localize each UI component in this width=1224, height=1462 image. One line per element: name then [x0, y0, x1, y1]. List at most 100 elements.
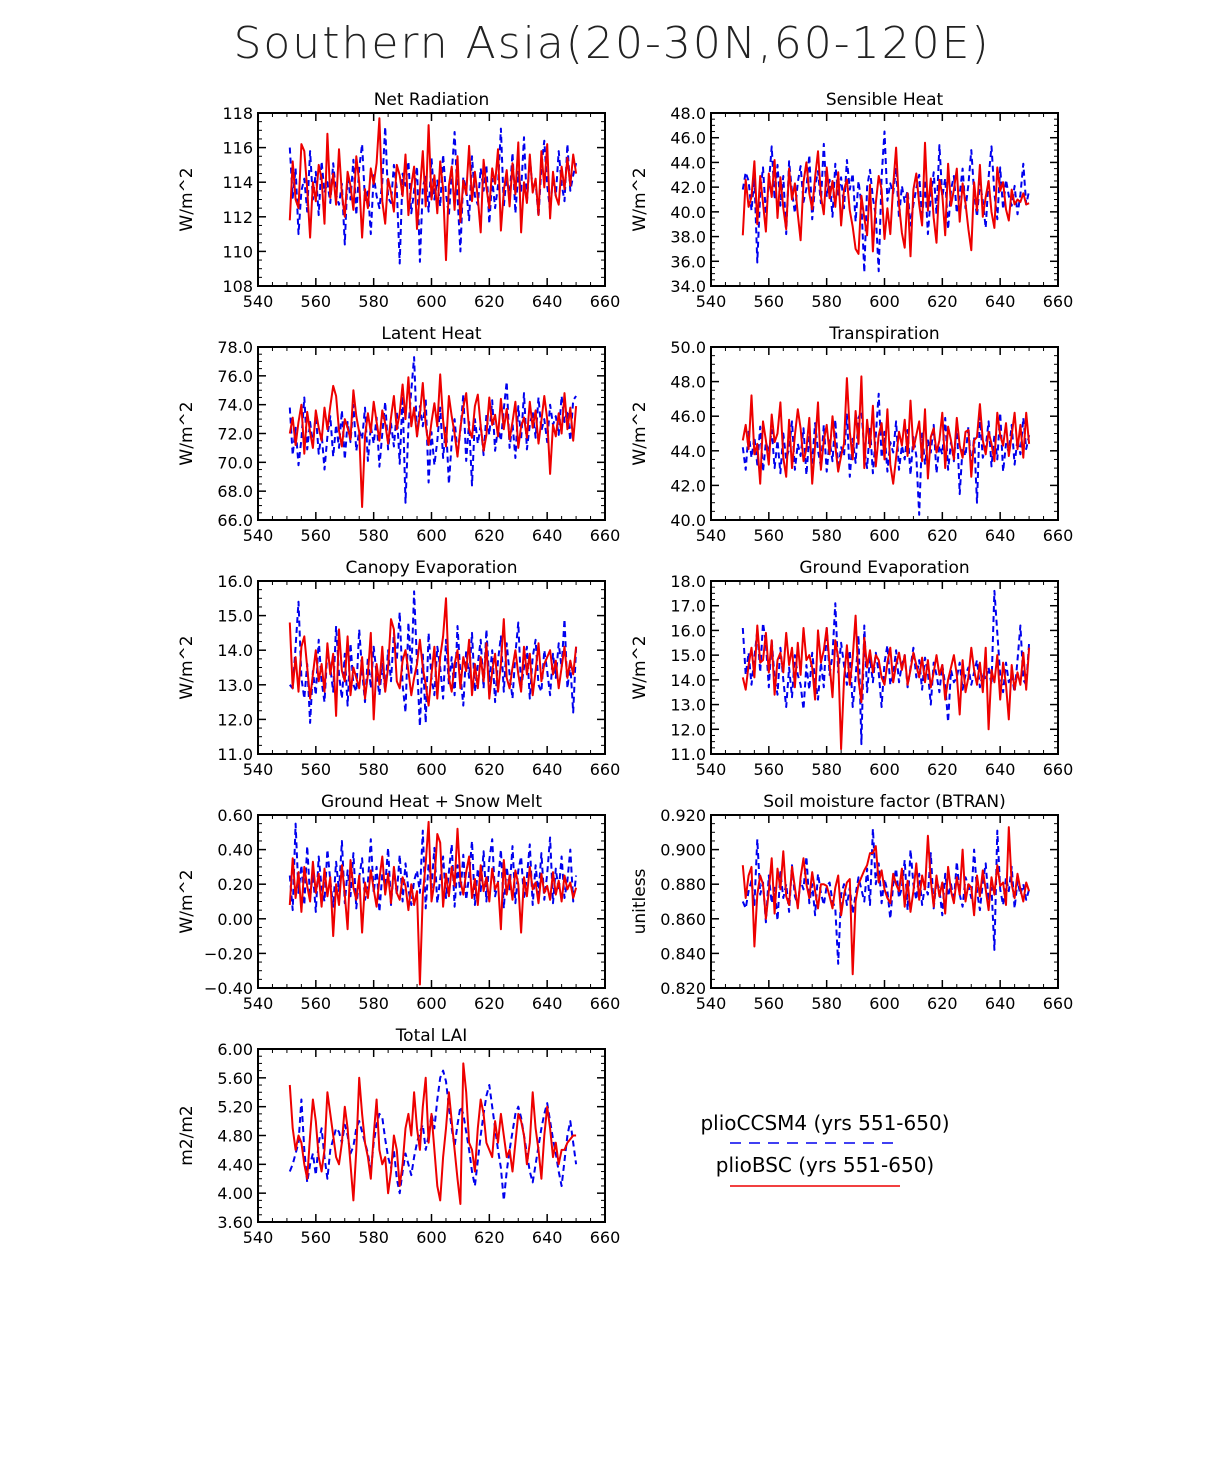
y-tick-label: 16.0: [217, 572, 253, 591]
y-axis-label: W/m^2: [177, 167, 197, 231]
panel-title: Ground Heat + Snow Melt: [321, 792, 542, 812]
x-tick-label: 560: [301, 1228, 332, 1247]
x-tick-label: 540: [696, 292, 727, 311]
y-tick-label: 108: [222, 277, 253, 296]
x-tick-label: 640: [532, 526, 563, 545]
x-tick-label: 540: [243, 760, 274, 779]
y-tick-label: 14.0: [670, 671, 706, 690]
x-tick-label: 600: [869, 526, 900, 545]
x-tick-label: 600: [416, 292, 447, 311]
y-tick-label: 0.60: [217, 806, 253, 825]
y-tick-label: 0.20: [217, 875, 253, 894]
y-tick-label: 36.0: [670, 252, 706, 271]
y-tick-label: 3.60: [217, 1213, 253, 1232]
series-line-bsc: [741, 614, 1031, 751]
y-tick-label: 12.0: [217, 710, 253, 729]
panel-title: Latent Heat: [381, 324, 482, 344]
y-tick-label: 5.20: [217, 1098, 253, 1117]
chart-panel: 540 560 580 600 620 640 660 0.820 0.840 0.860 0.88…: [630, 792, 1073, 1013]
x-tick-label: 640: [532, 1228, 563, 1247]
y-tick-label: 0.840: [660, 944, 706, 963]
x-tick-label: 560: [754, 760, 785, 779]
x-tick-label: 560: [301, 292, 332, 311]
x-tick-label: 620: [927, 760, 958, 779]
x-tick-label: 600: [869, 760, 900, 779]
x-tick-label: 580: [358, 994, 389, 1013]
y-tick-label: 48.0: [670, 104, 706, 123]
y-tick-label: 46.0: [670, 407, 706, 426]
y-tick-label: 12.0: [670, 720, 706, 739]
x-tick-label: 580: [358, 1228, 389, 1247]
x-tick-label: 580: [811, 292, 842, 311]
x-tick-label: 600: [416, 994, 447, 1013]
y-tick-label: 40.0: [670, 203, 706, 222]
y-tick-label: 13.0: [670, 696, 706, 715]
x-tick-label: 600: [869, 292, 900, 311]
y-tick-label: 14.0: [217, 641, 253, 660]
x-tick-label: 660: [590, 1228, 621, 1247]
y-tick-label: 4.40: [217, 1155, 253, 1174]
y-tick-label: 0.860: [660, 910, 706, 929]
legend-label-ccsm4: plioCCSM4 (yrs 551-650): [700, 1111, 949, 1135]
x-tick-label: 600: [416, 760, 447, 779]
panel-title: Net Radiation: [374, 90, 490, 110]
x-tick-label: 620: [474, 760, 505, 779]
y-tick-label: 15.0: [670, 646, 706, 665]
chart-panel: 540 560 580 600 620 640 660 40.0 42.0 44.0 46.0 48.…: [630, 324, 1073, 545]
y-axis-label: m2/m2: [177, 1105, 197, 1165]
series-line-bsc: [288, 117, 578, 262]
x-tick-label: 660: [1043, 994, 1074, 1013]
y-tick-label: 34.0: [670, 277, 706, 296]
y-tick-label: 0.880: [660, 875, 706, 894]
x-tick-label: 640: [532, 994, 563, 1013]
x-tick-label: 660: [590, 994, 621, 1013]
y-axis-label: W/m^2: [177, 869, 197, 933]
series-line-ccsm4: [288, 356, 577, 504]
x-tick-label: 620: [927, 994, 958, 1013]
x-tick-label: 640: [985, 994, 1016, 1013]
y-tick-label: 11.0: [217, 745, 253, 764]
x-tick-label: 540: [243, 526, 274, 545]
x-tick-label: 540: [243, 292, 274, 311]
x-tick-label: 640: [985, 526, 1016, 545]
x-tick-label: 640: [532, 760, 563, 779]
y-axis-label: W/m^2: [630, 635, 650, 699]
x-tick-label: 540: [696, 760, 727, 779]
y-tick-label: −0.20: [204, 944, 253, 963]
x-tick-label: 560: [301, 994, 332, 1013]
y-tick-label: 6.00: [217, 1040, 253, 1059]
legend-label-bsc: plioBSC (yrs 551-650): [716, 1153, 934, 1177]
y-tick-label: 42.0: [670, 476, 706, 495]
x-tick-label: 560: [754, 526, 785, 545]
y-axis-label: W/m^2: [630, 401, 650, 465]
series-line-bsc: [288, 820, 578, 986]
x-tick-label: 540: [243, 994, 274, 1013]
panels-group: 540 560 580 600 620 640 660 108 110 112 114 116 118 N…: [177, 90, 1073, 1247]
x-tick-label: 600: [416, 526, 447, 545]
chart-panel: 540 560 580 600 620 640 660 34.0 36.0 38.0 40.0 42.…: [630, 90, 1073, 311]
x-tick-label: 660: [1043, 760, 1074, 779]
x-tick-label: 660: [590, 526, 621, 545]
y-axis-label: W/m^2: [177, 401, 197, 465]
chart-panel: 540 560 580 600 620 640 660 11.0 12.0 13.0 14.0 15.…: [177, 558, 620, 779]
x-tick-label: 580: [811, 994, 842, 1013]
y-tick-label: 114: [222, 173, 253, 192]
series-line-ccsm4: [288, 822, 578, 913]
x-tick-label: 620: [927, 526, 958, 545]
y-axis-label: unitless: [630, 868, 650, 934]
chart-panel: 540 560 580 600 620 640 660 11.0 12.0 13.0 14.0 15.…: [630, 558, 1073, 779]
y-axis-label: W/m^2: [630, 167, 650, 231]
y-tick-label: 76.0: [217, 367, 253, 386]
x-tick-label: 580: [811, 760, 842, 779]
x-tick-label: 640: [532, 292, 563, 311]
x-tick-label: 580: [358, 760, 389, 779]
y-tick-label: −0.40: [204, 979, 253, 998]
y-tick-label: 72.0: [217, 425, 253, 444]
y-tick-label: 0.820: [660, 979, 706, 998]
series-line-bsc: [741, 375, 1031, 485]
x-tick-label: 560: [301, 526, 332, 545]
series-line-ccsm4: [741, 130, 1031, 274]
series-line-ccsm4: [741, 827, 1031, 965]
x-tick-label: 540: [696, 526, 727, 545]
